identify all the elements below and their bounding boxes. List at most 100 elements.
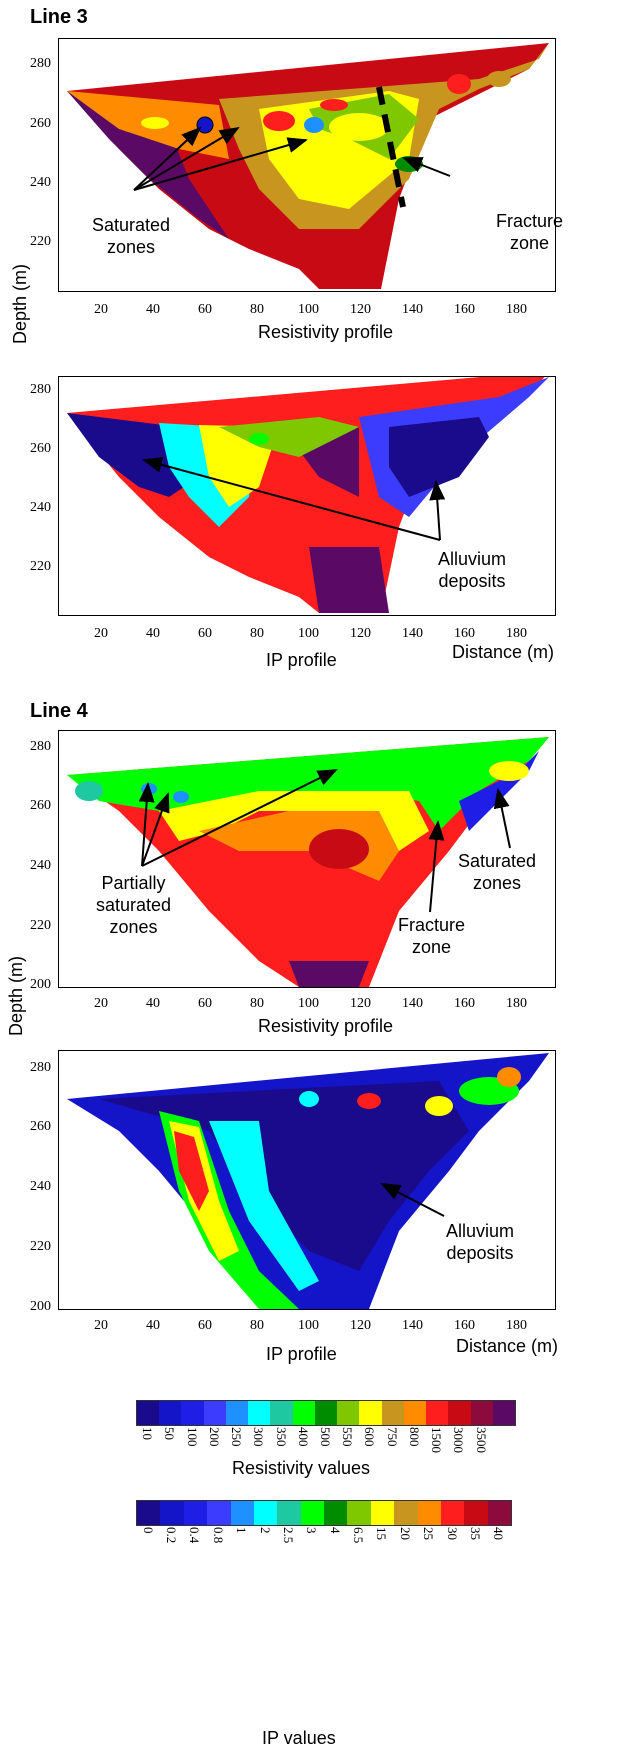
scale-swatch — [159, 1401, 182, 1425]
scale-swatch — [314, 1401, 338, 1425]
line4-ip-panel — [58, 1050, 556, 1310]
scale-label: 0.4 — [187, 1527, 203, 1544]
scale-label: 50 — [162, 1427, 178, 1440]
scale-label: 400 — [295, 1427, 311, 1447]
line4-res-xtick: 60 — [198, 996, 212, 1011]
line3-res-xtick: 80 — [250, 302, 264, 317]
scale-swatch — [394, 1501, 418, 1525]
scale-label: 25 — [421, 1527, 437, 1540]
line3-ip-xtick: 120 — [350, 626, 371, 641]
scale-label: 600 — [362, 1427, 378, 1447]
scale-label: 1500 — [429, 1427, 445, 1453]
scale-swatch — [292, 1401, 315, 1425]
line4-alluvium-annotation: Alluvium deposits — [446, 1221, 515, 1263]
line4-partial-annotation: Partially saturated zones — [96, 873, 172, 937]
scale-label: 1 — [234, 1527, 250, 1534]
line4-ip-ytick: 220 — [30, 1239, 51, 1254]
line3-ip-xtick: 40 — [146, 626, 160, 641]
line4-res-xtick: 80 — [250, 996, 264, 1011]
scale-swatch — [337, 1401, 360, 1425]
scale-swatch — [324, 1501, 348, 1525]
scale-label: 800 — [406, 1427, 422, 1447]
line3-ip-xtick: 140 — [402, 626, 423, 641]
line3-ip-ytick: 240 — [30, 500, 51, 515]
line4-ip-xtick: 120 — [350, 1318, 371, 1333]
scale-swatch — [440, 1501, 465, 1525]
scale-swatch — [225, 1401, 249, 1425]
scale-label: 500 — [318, 1427, 333, 1447]
scale-swatch — [183, 1501, 208, 1525]
scale-swatch — [253, 1501, 278, 1525]
scale-swatch — [160, 1501, 184, 1525]
scale-swatch — [381, 1401, 404, 1425]
scale-label: 2.5 — [280, 1527, 296, 1544]
scale-label: 100 — [184, 1427, 200, 1447]
line4-res-xtick: 180 — [506, 996, 527, 1011]
scale-label: 0 — [140, 1527, 156, 1534]
line3-ip-xtick: 180 — [506, 626, 527, 641]
line4-resistivity-caption: Resistivity profile — [258, 1016, 394, 1036]
line4-res-xtick: 40 — [146, 996, 160, 1011]
scale-label: 4 — [327, 1527, 343, 1534]
line4-res-ytick: 220 — [30, 918, 51, 933]
line4-res-xtick: 100 — [298, 996, 319, 1011]
scale-label: 300 — [251, 1427, 267, 1447]
line4-ip-caption: IP profile — [266, 1344, 337, 1364]
scale-label: 3 — [304, 1527, 320, 1534]
scale-swatch — [403, 1401, 427, 1425]
scale-label: 30 — [444, 1527, 460, 1540]
scale-swatch — [487, 1501, 511, 1525]
line3-ip-panel — [58, 376, 556, 616]
scale-swatch — [492, 1401, 515, 1425]
line4-ip-xtick: 100 — [298, 1318, 319, 1333]
line3-res-xtick: 180 — [506, 302, 527, 317]
line3-resistivity-panel — [58, 38, 556, 292]
scale-label: 350 — [273, 1427, 289, 1447]
line4-ip-ytick: 260 — [30, 1119, 51, 1134]
scale-swatch — [448, 1401, 471, 1425]
scale-swatch — [230, 1501, 254, 1525]
line4-ip-ytick: 200 — [30, 1299, 51, 1314]
scale-swatch — [300, 1501, 324, 1525]
line4-title: Line 4 — [30, 700, 88, 722]
scale-label: 6.5 — [351, 1527, 367, 1544]
line3-res-xtick: 100 — [298, 302, 319, 317]
scale-label: 0.8 — [210, 1527, 226, 1544]
line3-ip-xtick: 80 — [250, 626, 264, 641]
line4-res-xtick: 20 — [94, 996, 108, 1011]
scale-swatch — [181, 1401, 204, 1425]
line3-res-xtick: 120 — [350, 302, 371, 317]
line3-ip-xtick: 160 — [454, 626, 475, 641]
scale-swatch — [248, 1401, 271, 1425]
line3-res-ytick: 260 — [30, 116, 51, 131]
line3-title: Line 3 — [30, 6, 88, 28]
scale-swatch — [464, 1501, 488, 1525]
scale-swatch — [347, 1501, 371, 1525]
scale-label: 200 — [206, 1427, 222, 1447]
scale-swatch — [470, 1401, 493, 1425]
line3-alluvium-annotation: Alluvium deposits — [438, 549, 507, 591]
resistivity-color-scale — [136, 1400, 516, 1426]
line4-fracture-annotation: Fracture zone — [398, 915, 466, 957]
line4-ip-xtick: 160 — [454, 1318, 475, 1333]
line3-ip-ytick: 260 — [30, 441, 51, 456]
scale-swatch — [137, 1401, 160, 1425]
line3-ip-xtick: 60 — [198, 626, 212, 641]
scale-label: 250 — [229, 1427, 245, 1447]
line3-res-ytick: 240 — [30, 175, 51, 190]
scale-swatch — [277, 1501, 301, 1525]
line4-ip-ytick: 240 — [30, 1179, 51, 1194]
line3-resistivity-caption: Resistivity profile — [258, 322, 394, 342]
resistivity-legend-title: Resistivity values — [232, 1458, 371, 1478]
line3-ip-caption: IP profile — [266, 650, 337, 670]
line3-ip-ytick: 220 — [30, 559, 51, 574]
scale-label: 40 — [491, 1527, 507, 1540]
line4-ip-xtick: 20 — [94, 1318, 108, 1333]
scale-swatch — [137, 1501, 161, 1525]
ip-color-scale — [136, 1500, 512, 1526]
line3-fracture-annotation: Fracture zone — [496, 211, 564, 253]
line3-res-xtick: 40 — [146, 302, 160, 317]
scale-label: 10 — [140, 1427, 156, 1440]
scale-swatch — [270, 1401, 293, 1425]
scale-label: 3000 — [451, 1427, 467, 1453]
